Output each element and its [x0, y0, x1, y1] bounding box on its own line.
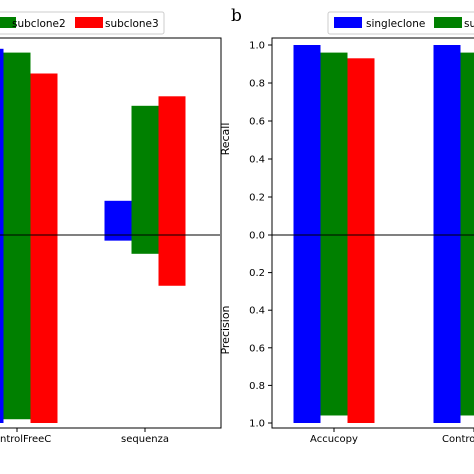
- ytick-label-recall: 1.0: [249, 41, 265, 52]
- bar-precision-controlfreec-subclone3: [30, 235, 58, 423]
- category-label-controlfreec: Contro: [442, 434, 474, 445]
- panel-b-ylabel-precision: Precision: [219, 305, 232, 354]
- bar-precision-accucopy-subclone3: [347, 235, 375, 423]
- panel-a-frame: [0, 37, 222, 429]
- bar-precision-accucopy-singleclone: [293, 235, 321, 423]
- panel-b-legend-swatch-blue: [334, 17, 362, 28]
- bar-precision-accucopy-subclone2: [320, 235, 348, 416]
- panel-b-legend-label-singleclone: singleclone: [366, 18, 425, 30]
- ytick-label-recall: 0.0: [249, 231, 265, 242]
- panel-b-categories: Accucopy Contro: [310, 428, 474, 445]
- panel-a-bars: [0, 48, 186, 423]
- ytick-label-recall: 0.2: [249, 193, 265, 204]
- panel-b-label: b: [231, 6, 242, 26]
- panel-b-legend-label-truncated: su: [464, 18, 474, 30]
- bar-precision-controlfreec-subclone2: [460, 235, 474, 416]
- category-label-accucopy: Accucopy: [310, 434, 358, 445]
- panel-a-legend-swatch-red: [75, 17, 103, 28]
- bar-recall-controlfreec-subclone3: [30, 73, 58, 235]
- ytick-label-precision: 0.2: [249, 268, 265, 279]
- bar-recall-sequenza-subclone2: [131, 105, 159, 235]
- panel-a-categories: ntrolFreeC sequenza: [0, 428, 169, 445]
- panel-a-legend: subclone2 subclone3: [0, 11, 165, 35]
- panel-b-ylabel-recall: Recall: [219, 123, 232, 156]
- ytick-label-recall: 0.4: [249, 155, 265, 166]
- category-label-controlfreec: ntrolFreeC: [0, 434, 51, 445]
- category-label-sequenza: sequenza: [121, 434, 169, 445]
- ytick-label-recall: 0.6: [249, 117, 265, 128]
- ytick-label-precision: 0.6: [249, 343, 265, 354]
- panel-a-legend-label-subclone2: subclone2: [12, 18, 66, 30]
- bar-recall-sequenza-subclone3: [158, 96, 186, 235]
- ytick-label-precision: 0.8: [249, 381, 265, 392]
- panel-b-yticks: 1.0 0.8 0.6 0.4 0.2 0.0 0.2 0.4 0.6 0.8 1.0: [249, 41, 272, 430]
- bar-recall-accucopy-singleclone: [293, 45, 321, 235]
- panel-b-legend-swatch-green: [434, 17, 462, 28]
- panel-a-legend-label-subclone3: subclone3: [105, 18, 159, 30]
- bar-recall-accucopy-subclone2: [320, 52, 348, 235]
- bar-recall-controlfreec-singleclone: [0, 48, 4, 235]
- bar-precision-controlfreec-subclone2: [3, 235, 31, 420]
- bar-recall-sequenza-singleclone: [104, 200, 132, 235]
- bar-recall-controlfreec-singleclone: [433, 45, 461, 235]
- panel-b-legend: singleclone su: [327, 11, 474, 35]
- panel-b-frame: [271, 37, 474, 429]
- bar-recall-controlfreec-subclone2: [460, 52, 474, 235]
- bar-recall-controlfreec-subclone2: [3, 52, 31, 235]
- ytick-label-precision: 0.4: [249, 306, 265, 317]
- bar-precision-sequenza-singleclone: [104, 235, 132, 241]
- bar-recall-accucopy-subclone3: [347, 58, 375, 235]
- bar-precision-sequenza-subclone2: [131, 235, 159, 254]
- bar-precision-sequenza-subclone3: [158, 235, 186, 286]
- ytick-label-recall: 0.8: [249, 79, 265, 90]
- panel-a-legend-swatch-green: [0, 17, 16, 28]
- bar-precision-controlfreec-singleclone: [433, 235, 461, 423]
- panel-b-bars: [293, 45, 474, 423]
- ytick-label-precision: 1.0: [249, 419, 265, 430]
- bar-precision-controlfreec-singleclone: [0, 235, 4, 423]
